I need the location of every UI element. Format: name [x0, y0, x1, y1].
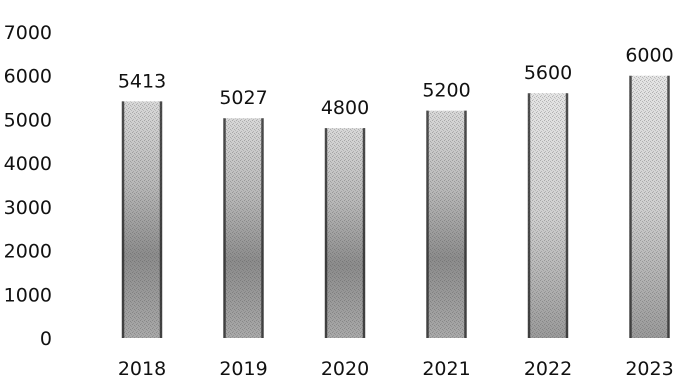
bar-texture: [223, 118, 264, 338]
x-tick-label: 2020: [321, 358, 369, 380]
data-label: 6000: [625, 45, 673, 67]
data-labels: 5413 5027 4800 5200 5600 6000: [118, 45, 674, 119]
data-label: 5200: [422, 80, 470, 102]
y-tick-label: 4000: [4, 153, 52, 175]
y-tick-label: 6000: [4, 66, 52, 88]
bars: [121, 75, 670, 338]
y-tick-label: 3000: [4, 197, 52, 219]
bar-texture: [325, 128, 365, 338]
bar: [324, 128, 366, 338]
x-tick-label: 2018: [118, 358, 166, 380]
bar-texture: [528, 93, 568, 338]
bar: [629, 75, 670, 338]
bar-texture: [122, 101, 162, 338]
bar-texture: [426, 110, 467, 338]
x-tick-label: 2019: [219, 358, 267, 380]
x-tick-label: 2022: [524, 358, 572, 380]
x-tick-label: 2021: [422, 358, 470, 380]
bar: [223, 118, 264, 338]
y-tick-label: 2000: [4, 241, 52, 263]
bar: [121, 101, 163, 338]
y-tick-label: 0: [40, 328, 52, 350]
y-tick-label: 1000: [4, 284, 52, 306]
bar: [426, 110, 467, 338]
y-tick-label: 5000: [4, 109, 52, 131]
y-axis: 0 1000 2000 3000 4000 5000 6000 7000: [4, 22, 52, 350]
bar: [527, 93, 569, 338]
bar-texture: [629, 75, 670, 338]
data-label: 4800: [321, 97, 369, 119]
x-tick-label: 2023: [625, 358, 673, 380]
data-label: 5413: [118, 70, 166, 92]
x-axis: 2018 2019 2020 2021 2022 2023: [118, 358, 674, 380]
data-label: 5600: [524, 62, 572, 84]
y-tick-label: 7000: [4, 22, 52, 44]
data-label: 5027: [219, 87, 267, 109]
